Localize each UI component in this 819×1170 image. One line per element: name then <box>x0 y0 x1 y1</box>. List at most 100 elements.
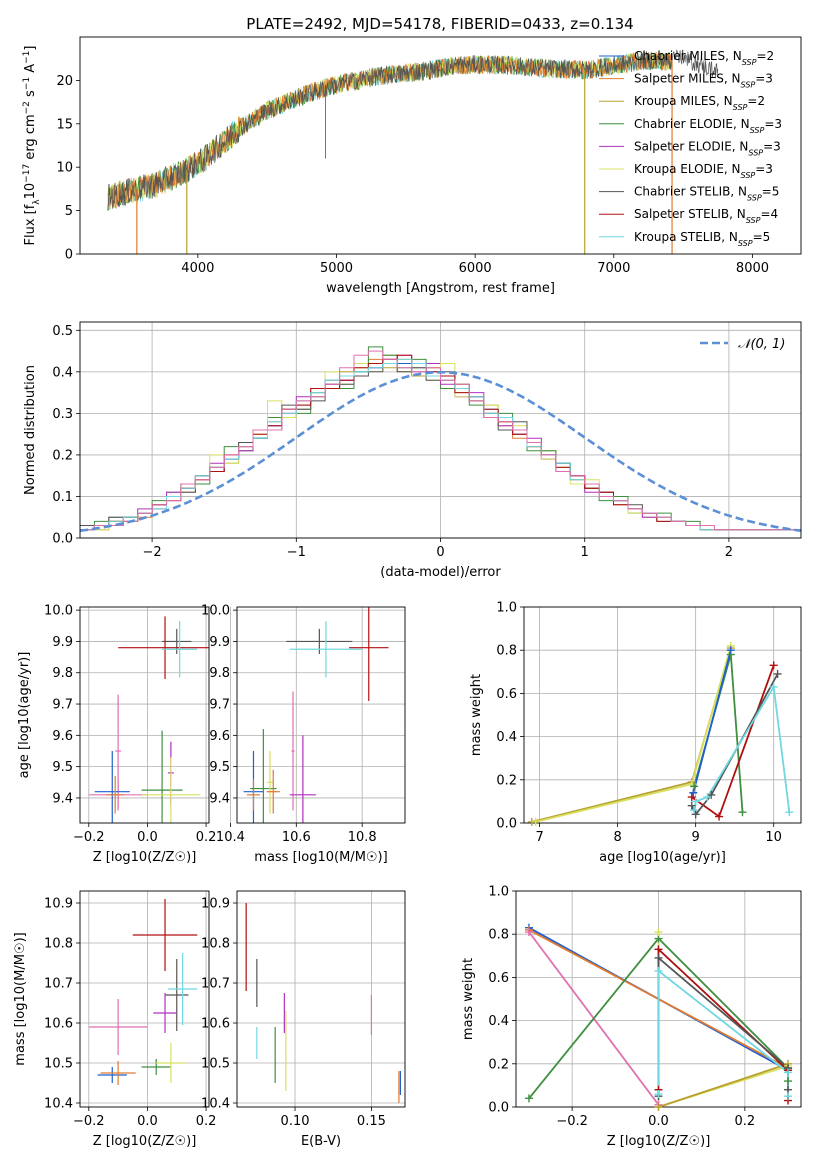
mass-weight-marker <box>689 788 698 797</box>
y-axis-label-part: erg cm <box>23 114 38 163</box>
x-tick-label: 0.15 <box>357 1114 386 1129</box>
x-tick-label: 0.10 <box>281 1114 310 1129</box>
y-axis-label-part: −1 <box>22 51 32 64</box>
mass-weight-series-line <box>692 649 732 794</box>
x-tick-label: 7000 <box>597 261 630 276</box>
y-tick-label: 0 <box>65 248 73 263</box>
x-axis-label: age [log10(age/yr)] <box>599 850 726 865</box>
mass-weight-marker <box>687 801 696 810</box>
y-axis-label: Normed distribution <box>23 365 38 495</box>
mass-weight-marker <box>654 966 663 975</box>
x-tick-label: 2 <box>725 545 733 560</box>
legend-label-value: =3 <box>764 117 782 131</box>
mass-weight-marker <box>691 810 700 819</box>
age-vs-metallicity-axes: −0.2 0.0 0.2 9.4 9.5 9.6 9.7 9.8 9.9 10.0 Z [log10… <box>17 604 216 865</box>
x-tick-label: 10 <box>765 830 782 845</box>
mass-weight-marker <box>703 793 712 802</box>
y-tick-label: 10 <box>56 161 73 176</box>
y-tick-label: 5 <box>65 204 73 219</box>
y-tick-label: 9.9 <box>209 635 230 650</box>
axes-frame <box>79 890 210 1108</box>
x-axis-label: Z [log10(Z/Z☉)] <box>93 1134 197 1149</box>
legend-label-sub: SSP <box>733 103 748 112</box>
x-tick-label: 8 <box>613 830 621 845</box>
y-tick-label: 10.6 <box>44 1017 73 1032</box>
legend-label-text: Kroupa ELODIE, N <box>634 162 741 176</box>
x-tick-label: 6000 <box>459 261 492 276</box>
x-tick-label: 7 <box>535 830 543 845</box>
y-tick-label: 10.9 <box>201 897 230 912</box>
x-tick-label: 5000 <box>320 261 353 276</box>
mass-vs-metallicity-axes: −0.2 0.0 0.2 10.4 10.5 10.6 10.7 10.8 10.9 Z [log… <box>13 890 216 1149</box>
mass-weight-marker <box>654 1103 663 1111</box>
x-tick-label: 0.2 <box>735 1114 756 1129</box>
mass-weight-marker <box>726 646 735 655</box>
mass-weight-marker <box>738 808 747 817</box>
legend-label: 𝒩(0, 1) <box>738 337 785 352</box>
mass-weight-marker <box>690 782 699 791</box>
legend-label-text: Salpeter ELODIE, N <box>634 139 748 153</box>
legend-label-value: =5 <box>762 185 780 199</box>
mass-weight-marker <box>654 953 663 962</box>
y-tick-label: 0.4 <box>52 365 73 380</box>
legend-label-text: Salpeter MILES, N <box>634 72 741 86</box>
y-axis-label-part: −1 <box>22 77 32 90</box>
legend-label-sub: SSP <box>750 125 765 134</box>
y-tick-label: 0.4 <box>496 730 517 745</box>
axes-frame <box>79 606 210 824</box>
y-axis-label-part: λ <box>32 199 42 205</box>
y-tick-label: 0.8 <box>488 928 509 943</box>
y-tick-label: 1.0 <box>496 601 517 616</box>
x-tick-label: −0.2 <box>556 1114 588 1129</box>
mass-weight-marker <box>785 808 794 817</box>
mass-weight-vs-age-axes: 7 8 9 10 0.0 0.2 0.4 0.6 0.8 1.0 age [log10(age/yr… <box>469 601 802 865</box>
legend-label-value: =5 <box>753 230 771 244</box>
legend-label-sub: SSP <box>738 238 753 247</box>
mass-weight-marker <box>784 1068 793 1077</box>
x-tick-label: 0.0 <box>137 1114 158 1129</box>
legend-label-value: =2 <box>756 49 774 63</box>
plot-area <box>245 903 402 1103</box>
mass-weight-marker <box>654 945 663 954</box>
y-tick-label: 10.4 <box>201 1097 230 1112</box>
y-tick-label: 9.8 <box>52 666 73 681</box>
spectrum-axes: 4000 5000 6000 7000 8000 0 5 10 15 20 wavelength [… <box>22 36 802 296</box>
residual-histogram-axes: −2 −1 0 1 2 0.0 0.1 0.2 0.3 0.4 0.5 (data-model)/er… <box>23 321 802 580</box>
legend-label-text: Chabrier ELODIE, N <box>634 117 750 131</box>
plot-area <box>80 346 801 538</box>
x-axis-label: wavelength [Angstrom, rest frame] <box>326 281 555 296</box>
y-tick-label: 15 <box>56 117 73 132</box>
y-axis-label: Flux [fλ10−17 erg cm−2 s−1 A−1] <box>22 46 42 246</box>
y-axis-label: age [log10(age/yr)] <box>17 652 32 779</box>
y-tick-label: 0.6 <box>496 687 517 702</box>
legend-label-value: =3 <box>763 139 781 153</box>
y-axis-label-part: −2 <box>22 101 32 114</box>
mass-weight-marker <box>687 793 696 802</box>
x-tick-label: 0 <box>436 545 444 560</box>
mass-weight-series-line <box>658 1062 789 1107</box>
y-axis-label-part: ] <box>23 46 38 51</box>
y-tick-label: 9.6 <box>52 729 73 744</box>
y-tick-label: 0.1 <box>52 490 73 505</box>
x-axis-label: (data-model)/error <box>380 565 501 580</box>
legend-label: Salpeter STELIB, NSSP=4 <box>634 207 778 225</box>
legend-label-text: Kroupa MILES, N <box>634 94 733 108</box>
y-tick-label: 10.5 <box>44 1057 73 1072</box>
plot-area <box>88 899 198 1085</box>
axes-frame <box>79 36 802 255</box>
plot-area <box>107 49 719 254</box>
mass-weight-marker <box>531 817 540 826</box>
x-tick-label: 8000 <box>736 261 769 276</box>
y-tick-label: 0.2 <box>496 773 517 788</box>
legend-label: Salpeter MILES, NSSP=3 <box>634 72 773 90</box>
mass-weight-marker <box>784 1092 793 1101</box>
legend-label-sub: SSP <box>746 216 761 225</box>
mass-weight-marker <box>773 669 782 678</box>
y-axis-label: mass weight <box>469 674 484 756</box>
legend-label: Kroupa ELODIE, NSSP=3 <box>634 162 773 180</box>
x-tick-label: 4000 <box>181 261 214 276</box>
legend-label-value: =3 <box>755 72 773 86</box>
y-tick-label: 0.0 <box>52 532 73 547</box>
legend-label: Kroupa STELIB, NSSP=5 <box>634 230 770 248</box>
